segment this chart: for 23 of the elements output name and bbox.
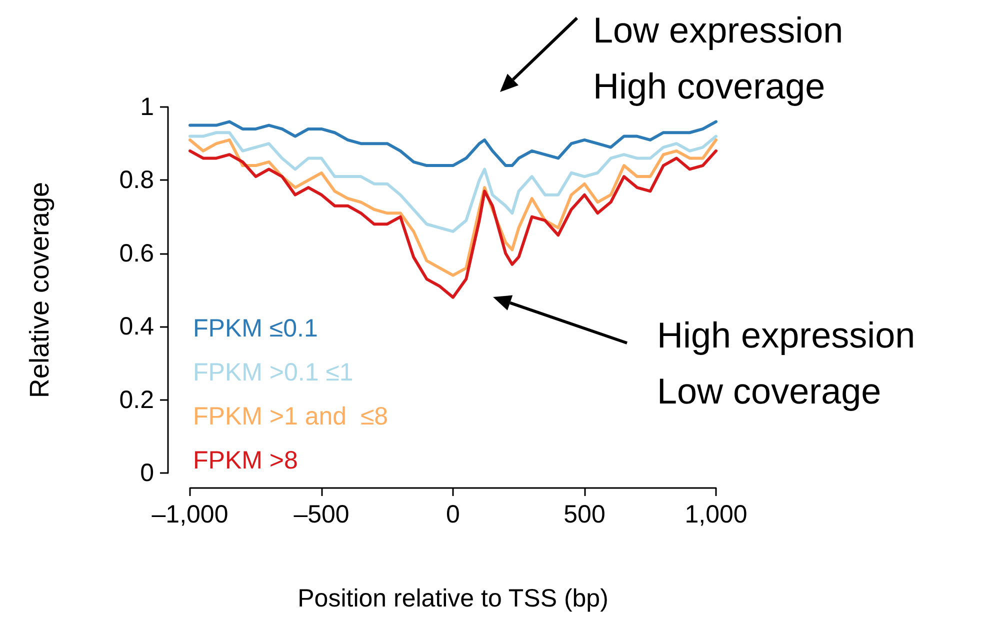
line-series: [188, 138, 718, 277]
text: FPKM >1 and ≤8: [193, 402, 388, 430]
y-tick-label: 0.6: [119, 239, 154, 268]
x-tick-label: 500: [564, 500, 606, 528]
text: FPKM >8: [193, 446, 298, 474]
y-axis-title: Relative coverage: [24, 182, 54, 398]
y-tick-label: 0.8: [119, 166, 154, 194]
x-tick-label: –1,000: [152, 500, 228, 528]
line-series: [188, 120, 718, 168]
line-series: [188, 149, 718, 299]
line-series: [188, 131, 718, 233]
x-axis-title: Position relative to TSS (bp): [298, 584, 608, 612]
annotation: High expression Low coverage: [657, 314, 916, 412]
x-tick-label: 1,000: [684, 500, 748, 528]
x-tick-label: 0: [446, 500, 460, 528]
y-tick-label: 0.2: [119, 386, 154, 414]
text: FPKM ≤0.1: [193, 314, 318, 342]
text: FPKM >0.1 ≤1: [193, 358, 354, 386]
x-tick-label: –500: [294, 500, 350, 528]
y-tick-label: 0: [140, 459, 154, 487]
y-tick-label: 0.4: [119, 312, 154, 341]
y-tick-label: 1: [140, 93, 154, 121]
text: Low expression High coverage: [593, 10, 844, 106]
